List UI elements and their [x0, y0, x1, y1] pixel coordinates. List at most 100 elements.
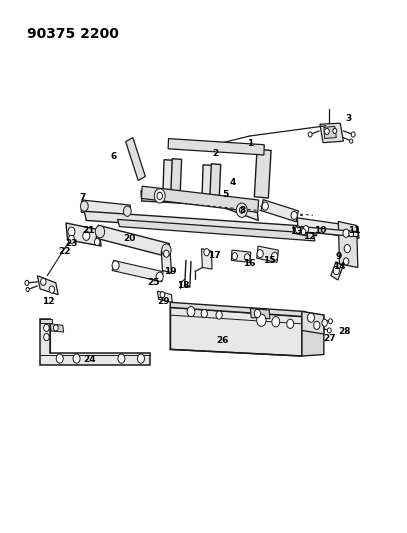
- Circle shape: [187, 306, 195, 317]
- Polygon shape: [40, 319, 52, 323]
- Text: 12: 12: [303, 232, 315, 241]
- Text: 4: 4: [230, 177, 236, 187]
- Circle shape: [291, 211, 297, 220]
- Text: 27: 27: [323, 334, 336, 343]
- Circle shape: [343, 229, 349, 237]
- Polygon shape: [141, 186, 258, 212]
- Text: 6: 6: [111, 152, 117, 161]
- Text: 9: 9: [335, 252, 341, 261]
- Polygon shape: [158, 291, 172, 302]
- Circle shape: [95, 225, 105, 238]
- Polygon shape: [320, 123, 344, 143]
- Circle shape: [123, 206, 131, 216]
- Polygon shape: [293, 225, 306, 236]
- Text: 17: 17: [208, 251, 221, 260]
- Polygon shape: [331, 262, 343, 280]
- Circle shape: [201, 310, 208, 318]
- Circle shape: [138, 354, 144, 363]
- Text: 20: 20: [123, 234, 136, 243]
- Polygon shape: [40, 319, 150, 365]
- Polygon shape: [257, 246, 278, 262]
- Circle shape: [271, 252, 278, 260]
- Circle shape: [257, 249, 263, 258]
- Circle shape: [162, 244, 171, 256]
- Text: 3: 3: [345, 114, 351, 123]
- Circle shape: [349, 231, 354, 237]
- Circle shape: [160, 292, 165, 298]
- Circle shape: [308, 132, 312, 137]
- Circle shape: [68, 227, 75, 236]
- Polygon shape: [250, 309, 270, 319]
- Circle shape: [239, 207, 244, 213]
- Circle shape: [56, 354, 63, 363]
- Circle shape: [257, 314, 266, 326]
- Text: 2: 2: [212, 149, 218, 158]
- Circle shape: [94, 238, 100, 246]
- Circle shape: [327, 328, 331, 333]
- Circle shape: [73, 354, 80, 363]
- Text: 29: 29: [158, 297, 170, 306]
- Circle shape: [41, 278, 46, 286]
- Text: 90375 2200: 90375 2200: [27, 27, 119, 41]
- Circle shape: [26, 287, 29, 292]
- Polygon shape: [84, 211, 317, 236]
- Text: 16: 16: [243, 260, 256, 269]
- Polygon shape: [171, 159, 182, 196]
- Circle shape: [333, 266, 339, 274]
- Circle shape: [328, 319, 333, 324]
- Polygon shape: [161, 251, 171, 273]
- Text: 26: 26: [216, 336, 228, 345]
- Circle shape: [68, 235, 74, 244]
- Polygon shape: [118, 220, 315, 241]
- Circle shape: [322, 319, 327, 326]
- Polygon shape: [210, 164, 221, 201]
- Circle shape: [272, 317, 280, 327]
- Polygon shape: [141, 191, 258, 221]
- Text: 18: 18: [177, 281, 189, 290]
- Polygon shape: [81, 200, 130, 217]
- Text: 5: 5: [222, 190, 228, 199]
- Circle shape: [118, 354, 125, 363]
- Text: 15: 15: [263, 256, 276, 265]
- Circle shape: [344, 245, 350, 253]
- Circle shape: [351, 132, 355, 137]
- Text: 10: 10: [315, 226, 327, 235]
- Text: 12: 12: [42, 297, 54, 306]
- Polygon shape: [96, 225, 169, 257]
- Text: 22: 22: [59, 247, 71, 256]
- Circle shape: [350, 139, 353, 143]
- Polygon shape: [66, 223, 101, 246]
- Text: 25: 25: [147, 278, 160, 287]
- Polygon shape: [163, 160, 177, 195]
- Circle shape: [325, 128, 329, 134]
- Circle shape: [112, 261, 119, 270]
- Polygon shape: [261, 200, 298, 222]
- Polygon shape: [201, 248, 212, 269]
- Circle shape: [164, 250, 169, 257]
- Circle shape: [81, 201, 88, 211]
- Text: 14: 14: [333, 262, 346, 271]
- Text: 1: 1: [247, 139, 254, 148]
- Polygon shape: [112, 261, 163, 282]
- Polygon shape: [338, 222, 358, 268]
- Text: 13: 13: [290, 227, 303, 236]
- Circle shape: [295, 226, 301, 233]
- Polygon shape: [254, 149, 271, 198]
- Circle shape: [156, 272, 163, 281]
- Circle shape: [344, 258, 349, 265]
- Circle shape: [287, 319, 294, 328]
- Polygon shape: [50, 324, 63, 332]
- Circle shape: [262, 202, 268, 210]
- Polygon shape: [170, 308, 302, 356]
- Text: 8: 8: [239, 206, 246, 215]
- Polygon shape: [202, 165, 216, 200]
- Text: 19: 19: [164, 267, 177, 276]
- Polygon shape: [301, 227, 358, 237]
- Text: 7: 7: [79, 193, 85, 202]
- Text: 11: 11: [348, 226, 360, 235]
- Polygon shape: [302, 311, 324, 356]
- Circle shape: [25, 280, 29, 286]
- Circle shape: [53, 325, 58, 331]
- Circle shape: [303, 225, 309, 233]
- Circle shape: [232, 253, 238, 260]
